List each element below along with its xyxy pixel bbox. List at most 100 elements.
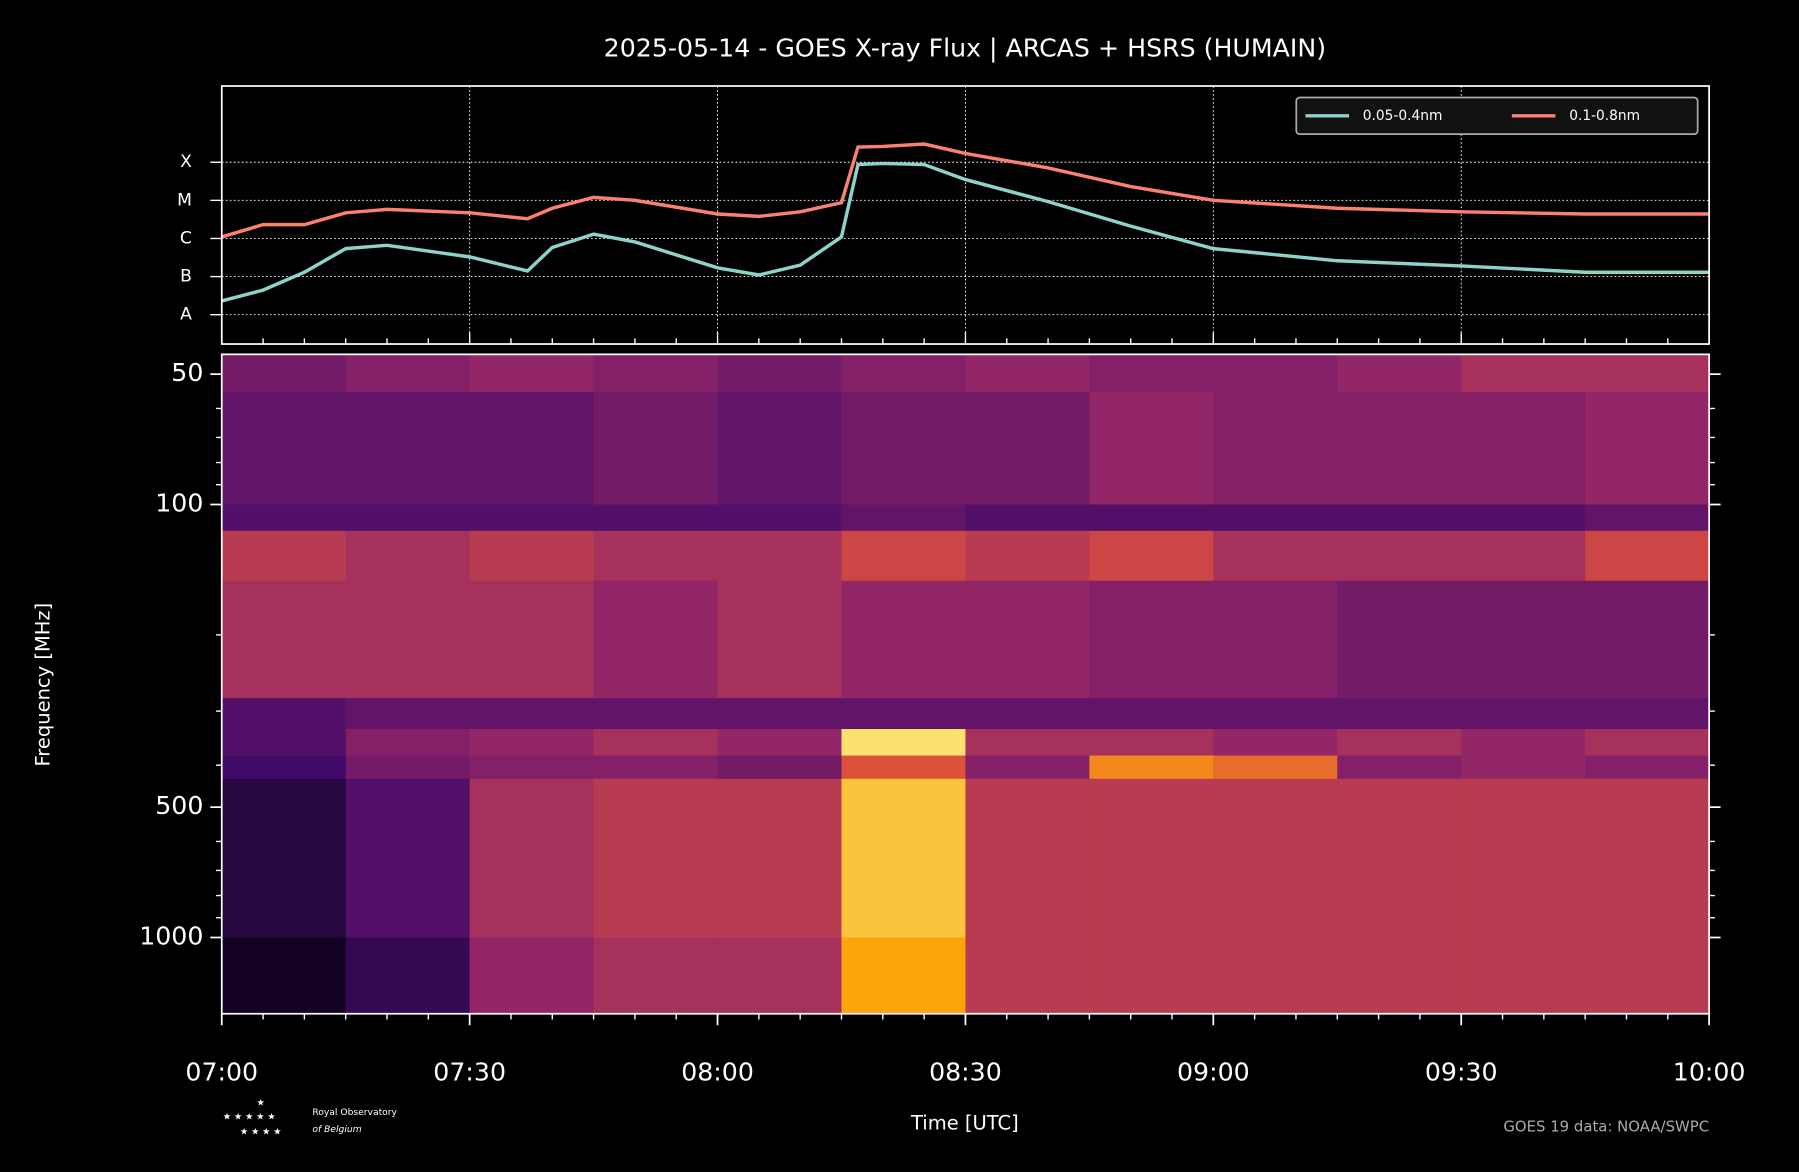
logo-text: of Belgium bbox=[312, 1124, 361, 1135]
plot-frame bbox=[220, 353, 1710, 1015]
heatmap-cell bbox=[965, 937, 1090, 1015]
heatmap-cell bbox=[593, 580, 719, 699]
heatmap-cell bbox=[469, 729, 595, 757]
heatmap-cell bbox=[469, 354, 595, 393]
heatmap-cell bbox=[469, 778, 595, 939]
heatmap-cell bbox=[1089, 354, 1214, 393]
heatmap-cell bbox=[1213, 392, 1338, 506]
heatmap-cell bbox=[841, 392, 967, 506]
x-tick-label: 09:30 bbox=[1425, 1057, 1498, 1086]
heatmap-cell bbox=[965, 354, 1090, 393]
heatmap-cell bbox=[1585, 755, 1710, 780]
heatmap-cell bbox=[1337, 530, 1462, 582]
heatmap-cell bbox=[345, 354, 471, 393]
heatmap-cell bbox=[965, 392, 1090, 506]
heatmap-cell bbox=[717, 530, 843, 582]
heatmap-cell bbox=[1461, 580, 1586, 699]
heatmap-cell bbox=[593, 530, 719, 582]
heatmap-cell bbox=[1213, 354, 1338, 393]
plot-frame bbox=[220, 85, 1710, 345]
logo-star: ★ ★ ★ ★ bbox=[240, 1126, 282, 1137]
heatmap-cell bbox=[1461, 937, 1586, 1015]
heatmap-cell bbox=[1585, 698, 1710, 730]
heatmap-cell bbox=[965, 755, 1090, 780]
heatmap-cell bbox=[717, 778, 843, 939]
heatmap-cell bbox=[841, 580, 967, 699]
heatmap-cell bbox=[1461, 755, 1586, 780]
heatmap-cell bbox=[1089, 504, 1214, 532]
heatmap-cell bbox=[593, 755, 719, 780]
heatmap-cell bbox=[1213, 530, 1338, 582]
heatmap-cell bbox=[1461, 354, 1586, 393]
heatmap-cell bbox=[717, 729, 843, 757]
heatmap-cell bbox=[1461, 530, 1586, 582]
heatmap-cell bbox=[1337, 729, 1462, 757]
heatmap-cell bbox=[1213, 504, 1338, 532]
heatmap-cell bbox=[221, 729, 347, 757]
heatmap-cell bbox=[1213, 580, 1338, 699]
heatmap-cell bbox=[1089, 530, 1214, 582]
heatmap-cell bbox=[345, 937, 471, 1015]
heatmap-cell bbox=[841, 504, 967, 532]
y-tick-label: B bbox=[180, 267, 192, 287]
heatmap-cell bbox=[965, 530, 1090, 582]
heatmap-cell bbox=[1089, 392, 1214, 506]
heatmap-cell bbox=[345, 755, 471, 780]
heatmap-cell bbox=[1213, 755, 1338, 780]
logo-star: ★ bbox=[257, 1098, 265, 1109]
chart-title: 2025-05-14 - GOES X-ray Flux | ARCAS + H… bbox=[604, 33, 1326, 62]
heatmap-cell bbox=[1089, 698, 1214, 730]
heatmap-cell bbox=[221, 530, 347, 582]
x-tick-label: 07:30 bbox=[433, 1057, 506, 1086]
heatmap-cell bbox=[965, 729, 1090, 757]
heatmap-cell bbox=[1585, 530, 1710, 582]
heatmap-cell bbox=[1337, 392, 1462, 506]
heatmap-cell bbox=[841, 354, 967, 393]
heatmap-cell bbox=[593, 354, 719, 393]
y-tick-label: M bbox=[177, 190, 192, 210]
line-series bbox=[221, 161, 1710, 303]
heatmap-cell bbox=[1337, 354, 1462, 393]
y-tick-label: 500 bbox=[155, 791, 203, 820]
heatmap-cell bbox=[593, 778, 719, 939]
heatmap-cell bbox=[1461, 778, 1586, 939]
heatmap-cell bbox=[345, 504, 471, 532]
y-tick-label: 100 bbox=[155, 489, 203, 518]
source-credit: GOES 19 data: NOAA/SWPC bbox=[1503, 1117, 1709, 1135]
heatmap-cell bbox=[717, 580, 843, 699]
heatmap-cell bbox=[1213, 937, 1338, 1015]
heatmap-cell bbox=[1089, 755, 1214, 780]
x-axis-label: Time [UTC] bbox=[910, 1111, 1019, 1134]
y-tick-label: 50 bbox=[171, 358, 203, 387]
y-tick-label: A bbox=[180, 305, 192, 325]
heatmap-cell bbox=[1461, 729, 1586, 757]
heatmap-cell bbox=[345, 698, 471, 730]
x-tick-label: 08:00 bbox=[681, 1057, 754, 1086]
y-tick-label: X bbox=[180, 152, 192, 172]
legend-box bbox=[1295, 96, 1699, 136]
heatmap-cell bbox=[221, 937, 347, 1015]
heatmap-cell bbox=[345, 729, 471, 757]
heatmap-cell bbox=[345, 392, 471, 506]
heatmap-cell bbox=[1337, 937, 1462, 1015]
heatmap-cell bbox=[965, 778, 1090, 939]
heatmap-cell bbox=[469, 755, 595, 780]
heatmap-cell bbox=[1337, 698, 1462, 730]
heatmap-cell bbox=[469, 530, 595, 582]
heatmap-cell bbox=[841, 937, 967, 1015]
heatmap-cell bbox=[593, 504, 719, 532]
heatmap-cell bbox=[841, 530, 967, 582]
heatmap-cell bbox=[469, 937, 595, 1015]
x-tick-label: 07:00 bbox=[185, 1057, 258, 1086]
heatmap-cell bbox=[965, 580, 1090, 699]
heatmap-cell bbox=[469, 392, 595, 506]
heatmap-cell bbox=[841, 698, 967, 730]
heatmap-cell bbox=[1585, 580, 1710, 699]
heatmap-cell bbox=[345, 530, 471, 582]
heatmap-cell bbox=[345, 580, 471, 699]
heatmap-cell bbox=[717, 354, 843, 393]
heatmap-cell bbox=[221, 504, 347, 532]
heatmap-cell bbox=[841, 755, 967, 780]
y-tick-label: 1000 bbox=[139, 921, 203, 950]
